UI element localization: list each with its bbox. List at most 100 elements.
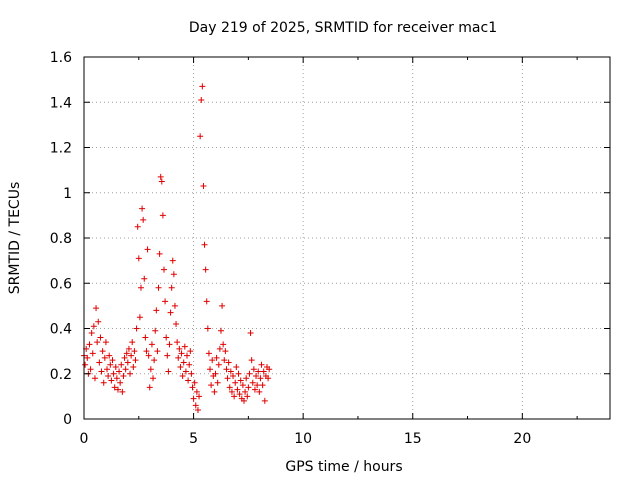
data-point	[99, 348, 106, 355]
data-point	[230, 373, 237, 380]
data-point	[228, 388, 235, 395]
data-point	[231, 393, 238, 400]
data-point	[258, 361, 265, 368]
y-tick-label: 0.6	[50, 276, 72, 292]
data-point	[168, 284, 175, 291]
data-point	[131, 348, 138, 355]
data-point	[169, 257, 176, 264]
data-point	[113, 375, 120, 382]
data-point	[265, 375, 272, 382]
data-point	[98, 368, 105, 375]
data-point	[189, 384, 196, 391]
data-point	[215, 361, 222, 368]
data-point	[160, 266, 167, 273]
data-point	[182, 368, 189, 375]
data-point	[193, 388, 200, 395]
data-point	[142, 334, 149, 341]
data-point	[247, 330, 254, 337]
data-point	[166, 341, 173, 348]
data-point	[211, 388, 218, 395]
data-point	[178, 350, 185, 357]
data-point	[179, 373, 186, 380]
data-point	[205, 350, 212, 357]
data-point	[245, 384, 252, 391]
data-point	[225, 359, 232, 366]
data-point	[165, 368, 172, 375]
data-point	[132, 357, 139, 364]
data-point	[255, 368, 262, 375]
data-point	[93, 305, 100, 312]
data-point	[237, 377, 244, 384]
data-point	[164, 352, 171, 359]
data-point	[140, 216, 147, 223]
data-point	[207, 366, 214, 373]
data-point	[261, 397, 268, 404]
data-point	[200, 182, 207, 189]
data-point	[253, 373, 260, 380]
data-point	[188, 370, 195, 377]
data-point	[94, 339, 101, 346]
data-point	[84, 354, 91, 361]
data-point	[86, 341, 93, 348]
data-point	[141, 275, 148, 282]
data-point	[87, 366, 94, 373]
x-tick-label: 5	[189, 431, 198, 447]
data-point	[167, 309, 174, 316]
data-point	[209, 357, 216, 364]
data-point	[219, 302, 226, 309]
data-point	[234, 386, 241, 393]
data-point	[114, 386, 121, 393]
data-point	[190, 395, 197, 402]
data-point	[88, 330, 95, 337]
data-point	[212, 370, 219, 377]
data-point	[235, 370, 242, 377]
data-point	[191, 379, 198, 386]
data-point	[199, 83, 206, 90]
data-point	[204, 325, 211, 332]
data-point	[120, 373, 127, 380]
y-tick-label: 0.4	[50, 322, 72, 338]
x-tick-label: 0	[80, 431, 89, 447]
data-point	[154, 348, 161, 355]
data-point	[137, 284, 144, 291]
plot-area-border	[83, 56, 611, 420]
data-point	[226, 384, 233, 391]
data-point	[214, 379, 221, 386]
data-point	[232, 379, 239, 386]
data-point	[192, 402, 199, 409]
axes: 0 5 10 15 20 0 0.2 0.4 0.6 0.8 1 1.2 1.4 1.6	[50, 50, 610, 447]
data-point	[221, 357, 228, 364]
data-point	[139, 205, 146, 212]
data-point	[246, 370, 253, 377]
data-point	[109, 357, 116, 364]
data-point	[112, 363, 119, 370]
data-point	[97, 334, 104, 341]
data-point	[123, 350, 130, 357]
data-point	[105, 373, 112, 380]
data-point	[216, 345, 223, 352]
data-point	[95, 318, 102, 325]
data-point	[256, 388, 263, 395]
data-point	[177, 363, 184, 370]
y-tick-label: 0.2	[50, 367, 72, 383]
data-point	[128, 352, 135, 359]
data-point	[133, 325, 140, 332]
data-point	[254, 382, 261, 389]
data-point	[185, 377, 192, 384]
data-point	[201, 241, 208, 248]
data-point	[134, 223, 141, 230]
y-tick-label: 1.6	[50, 50, 72, 66]
data-point	[186, 361, 193, 368]
data-point	[171, 302, 178, 309]
data-point	[111, 384, 118, 391]
data-point	[260, 368, 267, 375]
data-point	[130, 363, 137, 370]
data-point	[96, 359, 103, 366]
data-point	[227, 368, 234, 375]
data-point	[170, 271, 177, 278]
data-point	[220, 341, 227, 348]
y-tick-label: 1.4	[50, 95, 72, 111]
